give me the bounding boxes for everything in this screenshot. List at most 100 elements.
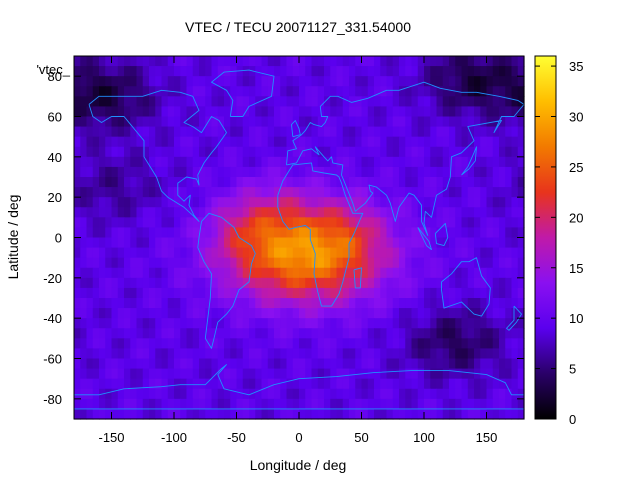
heatmap-cell <box>505 338 513 350</box>
heatmap-cell <box>174 76 181 87</box>
heatmap-cell <box>174 277 181 289</box>
heatmap-cell <box>274 257 281 269</box>
heatmap-cell <box>430 56 438 67</box>
heatmap-cell <box>199 368 206 380</box>
heatmap-cell <box>186 86 194 97</box>
heatmap-cell <box>111 378 119 390</box>
coastline <box>277 162 364 307</box>
heatmap-cell <box>505 277 513 289</box>
heatmap-cell <box>149 146 156 158</box>
heatmap-cell <box>74 277 81 289</box>
heatmap-cell <box>486 177 494 188</box>
heatmap-cell <box>211 237 219 249</box>
heatmap-cell <box>86 378 94 390</box>
heatmap-cell <box>430 106 438 118</box>
heatmap-cell <box>417 328 425 339</box>
heatmap-cell <box>486 166 494 178</box>
heatmap-cell <box>255 247 263 259</box>
heatmap-cell <box>442 328 450 339</box>
heatmap-cell <box>205 86 213 97</box>
heatmap-cell <box>124 126 131 138</box>
heatmap-cell <box>117 217 125 229</box>
heatmap-cell <box>305 66 313 77</box>
heatmap-cell <box>492 76 500 87</box>
heatmap-cell <box>330 287 338 299</box>
heatmap-cell <box>299 136 306 148</box>
heatmap-cell <box>486 207 494 218</box>
heatmap-cell <box>336 116 344 128</box>
heatmap-cell <box>455 358 463 370</box>
heatmap-cell <box>92 237 100 249</box>
heatmap-cell <box>355 197 363 208</box>
heatmap-cell <box>474 66 481 77</box>
heatmap-cell <box>361 217 369 229</box>
heatmap-cell <box>324 277 331 289</box>
heatmap-cell <box>486 197 494 208</box>
heatmap-cell <box>417 217 425 229</box>
heatmap-cell <box>449 207 456 218</box>
heatmap-cell <box>424 348 431 360</box>
heatmap-cell <box>286 287 294 299</box>
heatmap-cell <box>292 66 300 77</box>
heatmap-cell <box>436 116 444 128</box>
heatmap-cell <box>249 126 256 138</box>
heatmap-cell <box>205 156 213 168</box>
heatmap-cell <box>399 287 406 299</box>
heatmap-cell <box>386 338 394 350</box>
heatmap-cell <box>367 177 375 188</box>
heatmap-cell <box>367 308 375 319</box>
heatmap-cell <box>236 398 244 410</box>
heatmap-cell <box>324 126 331 138</box>
heatmap-cell <box>236 348 244 360</box>
heatmap-cell <box>130 257 138 269</box>
heatmap-cell <box>405 106 413 118</box>
heatmap-cell <box>224 126 231 138</box>
heatmap-cell <box>155 56 163 67</box>
heatmap-cell <box>236 328 244 339</box>
heatmap-cell <box>449 328 456 339</box>
heatmap-cell <box>324 328 331 339</box>
heatmap-cell <box>411 106 419 118</box>
heatmap-cell <box>174 247 181 259</box>
heatmap-cell <box>130 177 138 188</box>
heatmap-cell <box>261 166 269 178</box>
heatmap-cell <box>492 237 500 249</box>
heatmap-cell <box>274 187 281 198</box>
heatmap-cell <box>330 207 338 218</box>
heatmap-cell <box>205 96 213 108</box>
heatmap-cell <box>474 197 481 208</box>
heatmap-cell <box>236 358 244 370</box>
heatmap-cell <box>380 338 388 350</box>
heatmap-cell <box>392 398 400 410</box>
heatmap-cell <box>255 388 263 400</box>
heatmap-cell <box>205 277 213 289</box>
heatmap-cell <box>92 227 100 239</box>
heatmap-cell <box>255 277 263 289</box>
heatmap-cell <box>317 96 325 108</box>
heatmap-cell <box>180 116 188 128</box>
heatmap-cell <box>149 106 156 118</box>
heatmap-cell <box>149 227 156 239</box>
heatmap-cell <box>480 106 488 118</box>
heatmap-cell <box>449 177 456 188</box>
heatmap-cell <box>330 126 338 138</box>
heatmap-cell <box>324 378 331 390</box>
heatmap-cell <box>136 408 144 420</box>
heatmap-cell <box>192 338 200 350</box>
heatmap-cell <box>211 338 219 350</box>
heatmap-cell <box>180 408 188 420</box>
heatmap-cell <box>292 378 300 390</box>
y-tick-label: 0 <box>55 231 62 246</box>
heatmap-cell <box>336 156 344 168</box>
heatmap-cell <box>417 408 425 420</box>
heatmap-cell <box>167 56 175 67</box>
heatmap-cell <box>242 348 250 360</box>
heatmap-cell <box>199 408 206 420</box>
heatmap-cell <box>417 177 425 188</box>
heatmap-cell <box>380 267 388 279</box>
heatmap-cell <box>424 388 431 400</box>
heatmap-cell <box>436 207 444 218</box>
heatmap-cell <box>117 287 125 299</box>
heatmap-cell <box>305 408 313 420</box>
heatmap-cell <box>255 257 263 269</box>
